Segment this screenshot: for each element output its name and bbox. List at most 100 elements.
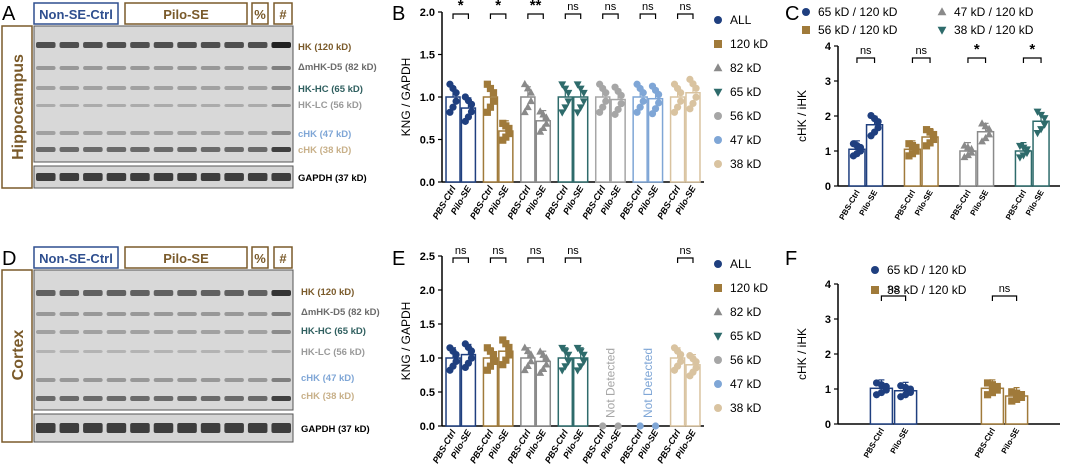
sig-bracket bbox=[527, 13, 544, 19]
data-point bbox=[686, 352, 694, 360]
x-tick-label: PBS-Ctrl bbox=[837, 189, 861, 222]
data-point bbox=[614, 422, 622, 430]
data-point bbox=[651, 105, 660, 113]
blot-band bbox=[224, 147, 244, 152]
data-point bbox=[713, 332, 723, 341]
y-tick-label: 1 bbox=[825, 384, 831, 396]
data-point bbox=[564, 351, 573, 359]
blot-band bbox=[247, 378, 268, 382]
data-point bbox=[677, 97, 685, 105]
data-point bbox=[523, 84, 532, 92]
sig-label: ns bbox=[530, 245, 542, 257]
blot-band bbox=[130, 104, 150, 107]
blot-band bbox=[130, 378, 150, 382]
data-point bbox=[802, 26, 810, 34]
legend-label: 38 kD bbox=[730, 401, 762, 415]
blot-label-mhk-bottom: ΔmHK-D5 (82 kD) bbox=[301, 307, 380, 318]
data-point bbox=[536, 347, 545, 355]
sig-bracket bbox=[880, 295, 907, 301]
data-point bbox=[960, 141, 969, 149]
header-se-bottom: Pilo-SE bbox=[163, 251, 209, 266]
blot-band bbox=[224, 66, 244, 70]
gapdh-blot-top bbox=[33, 165, 294, 189]
legend-label: 65 kD / 120 kD bbox=[818, 5, 898, 19]
data-point bbox=[446, 344, 454, 352]
region-label-hippocampus: Hippocampus bbox=[10, 54, 27, 160]
blot-band bbox=[177, 147, 197, 152]
data-point bbox=[505, 124, 513, 133]
blot-band bbox=[200, 131, 221, 135]
blot-band bbox=[59, 42, 80, 48]
header-hash-top: # bbox=[279, 7, 287, 22]
blot-band bbox=[224, 131, 244, 135]
y-tick-label: 2 bbox=[825, 111, 831, 123]
blot-band bbox=[153, 147, 174, 152]
blot-band bbox=[59, 104, 80, 107]
data-point bbox=[449, 103, 457, 111]
blot-band bbox=[59, 312, 80, 316]
data-point bbox=[564, 98, 573, 106]
data-point bbox=[849, 140, 858, 148]
blot-label-hkhc-top: HK-HC (65 kD) bbox=[298, 84, 363, 95]
legend-label: 65 kD bbox=[730, 85, 762, 99]
blot-band bbox=[83, 86, 103, 90]
blot-band bbox=[106, 396, 127, 401]
y-tick-label: 1.5 bbox=[420, 319, 435, 331]
data-point bbox=[1013, 395, 1021, 403]
data-point bbox=[686, 75, 694, 83]
data-point bbox=[670, 80, 679, 88]
blot-label-hklc-top: HK-LC (56 kD) bbox=[298, 100, 362, 111]
data-point bbox=[486, 84, 495, 93]
data-point bbox=[452, 89, 460, 97]
data-point bbox=[902, 391, 910, 399]
x-tick-label: PBS-Ctrl bbox=[973, 427, 997, 460]
y-tick-label: 2.0 bbox=[420, 285, 435, 297]
blot-band bbox=[224, 350, 244, 353]
blot-band bbox=[153, 423, 174, 433]
blot-band bbox=[200, 66, 221, 70]
blot-band bbox=[271, 378, 291, 382]
data-point bbox=[1033, 108, 1042, 116]
data-point bbox=[452, 97, 460, 105]
blot-image-top bbox=[33, 25, 294, 163]
blot-band bbox=[224, 42, 244, 48]
data-point bbox=[714, 112, 722, 120]
sig-bracket bbox=[967, 57, 987, 63]
data-point bbox=[639, 97, 647, 105]
y-tick-label: 1.0 bbox=[420, 92, 435, 104]
blot-band bbox=[153, 66, 174, 70]
y-tick-label: 1.5 bbox=[420, 50, 435, 62]
data-point bbox=[489, 89, 498, 97]
blot-band bbox=[59, 173, 80, 181]
data-point bbox=[1008, 388, 1016, 396]
sig-label: ns bbox=[915, 45, 927, 57]
blot-band bbox=[224, 86, 244, 90]
data-point bbox=[937, 7, 947, 16]
data-point bbox=[452, 351, 460, 359]
blot-band bbox=[271, 350, 291, 353]
blot-label-chk38-bottom: cHK (38 kD) bbox=[301, 391, 354, 402]
y-tick-label: 1.0 bbox=[420, 353, 435, 365]
blot-band bbox=[200, 42, 221, 48]
blot-band bbox=[271, 42, 291, 48]
data-point bbox=[983, 379, 992, 387]
blot-band bbox=[36, 86, 56, 90]
data-point bbox=[1037, 126, 1046, 134]
blot-band bbox=[200, 104, 221, 107]
data-point bbox=[526, 88, 535, 96]
data-point bbox=[526, 350, 535, 358]
legend-label: 56 kD bbox=[730, 109, 762, 123]
data-point bbox=[689, 368, 697, 376]
blot-band bbox=[36, 378, 56, 382]
blot-label-gapdh-bottom: GAPDH (37 kD) bbox=[301, 424, 370, 435]
data-point bbox=[714, 356, 722, 364]
blot-band bbox=[36, 290, 56, 296]
data-point bbox=[499, 336, 507, 344]
y-tick-label: 4 bbox=[825, 279, 832, 291]
sig-label: ns bbox=[679, 245, 691, 257]
blot-band bbox=[59, 147, 80, 152]
data-point bbox=[926, 139, 934, 147]
blot-label-mhk-top: ΔmHK-D5 (82 kD) bbox=[298, 62, 377, 73]
x-tick-label: Pilo-SE bbox=[889, 426, 911, 455]
blot-band bbox=[106, 42, 127, 48]
